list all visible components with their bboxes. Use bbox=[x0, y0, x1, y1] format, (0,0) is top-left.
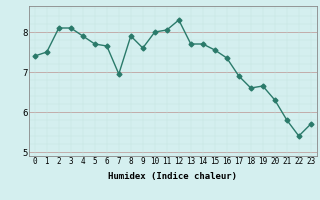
X-axis label: Humidex (Indice chaleur): Humidex (Indice chaleur) bbox=[108, 172, 237, 181]
